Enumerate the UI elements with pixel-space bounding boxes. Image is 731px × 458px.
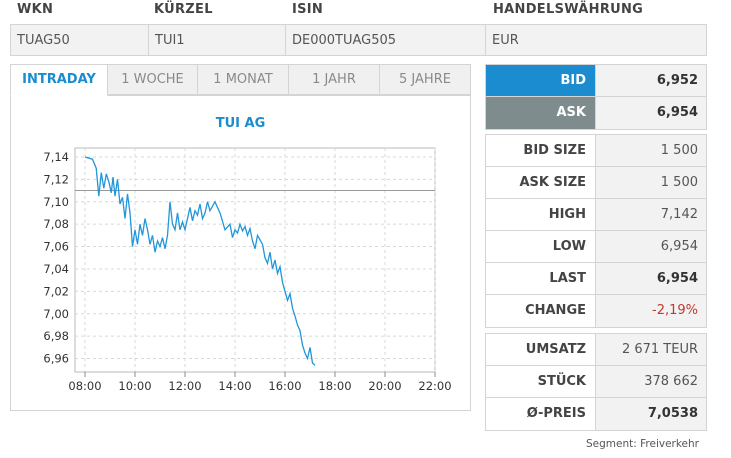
volume-row-avg-price: Ø-PREIS 7,0538 [486, 398, 706, 430]
y-tick-label: 7,02 [43, 284, 69, 298]
volume-value: 378 662 [596, 366, 706, 397]
bid-label: BID [486, 65, 596, 96]
x-tick-label: 08:00 [68, 379, 101, 393]
intraday-chart: 7,14 7,12 7,10 7,08 7,06 7,04 7,02 7,00 6,98 6,96… [43, 147, 452, 393]
stats-table: BID SIZE 1 500 ASK SIZE 1 500 HIGH 7,142… [485, 134, 707, 328]
stat-label: ASK SIZE [486, 167, 596, 198]
y-tick-label: 7,04 [43, 262, 69, 276]
stat-row-last: LAST 6,954 [486, 263, 706, 295]
ask-value: 6,954 [596, 97, 706, 129]
volume-row-umsatz: UMSATZ 2 671 TEUR [486, 334, 706, 366]
y-tick-label: 7,10 [43, 195, 69, 209]
wkn-header: WKN [17, 2, 54, 17]
stat-value: 6,954 [596, 263, 706, 294]
ask-row: ASK 6,954 [486, 97, 706, 129]
stat-row-ask-size: ASK SIZE 1 500 [486, 167, 706, 199]
quote-table: BID 6,952 ASK 6,954 [485, 64, 707, 130]
stat-value: 7,142 [596, 199, 706, 230]
isin-value: DE000TUAG505 [286, 25, 486, 55]
x-tick-label: 14:00 [218, 379, 251, 393]
stat-row-low: LOW 6,954 [486, 231, 706, 263]
bid-row: BID 6,952 [486, 65, 706, 97]
waehrung-value: EUR [492, 33, 519, 48]
y-tick-label: 7,00 [43, 307, 69, 321]
x-tick-label: 16:00 [268, 379, 301, 393]
volume-label: Ø-PREIS [486, 398, 596, 430]
volume-row-stueck: STÜCK 378 662 [486, 366, 706, 398]
stat-value: 1 500 [596, 135, 706, 166]
y-tick-label: 7,06 [43, 240, 69, 254]
y-tick-label: 7,12 [43, 172, 69, 186]
intraday-chart-panel: TUI AG 7,14 7,12 7,10 7,08 7,06 7,04 7,02 7,00 6… [10, 95, 471, 411]
wkn-value: TUAG50 [11, 25, 149, 55]
chart-title: TUI AG [215, 116, 266, 131]
volume-value: 2 671 TEUR [596, 334, 706, 365]
stat-row-change: CHANGE -2,19% [486, 295, 706, 327]
plot-area [74, 147, 436, 373]
y-tick-label: 7,14 [43, 150, 69, 164]
stat-value: 6,954 [596, 231, 706, 262]
stat-value: 1 500 [596, 167, 706, 198]
tab-1-monat[interactable]: 1 MONAT [197, 64, 289, 95]
identifier-row: TUAG50 TUI1 DE000TUAG505 EUR [10, 24, 707, 56]
price-series-line [84, 156, 316, 366]
tab-5-jahre[interactable]: 5 JAHRE [379, 64, 471, 95]
stat-label: BID SIZE [486, 135, 596, 166]
volume-table: UMSATZ 2 671 TEUR STÜCK 378 662 Ø-PREIS … [485, 333, 707, 431]
x-tick-label: 22:00 [418, 379, 451, 393]
stat-label: LAST [486, 263, 596, 294]
timeframe-tabs: INTRADAY 1 WOCHE 1 MONAT 1 JAHR 5 JAHRE [10, 64, 471, 96]
volume-label: STÜCK [486, 366, 596, 397]
stat-label: HIGH [486, 199, 596, 230]
stat-row-bid-size: BID SIZE 1 500 [486, 135, 706, 167]
x-tick-label: 20:00 [368, 379, 401, 393]
y-tick-label: 6,98 [43, 329, 69, 343]
tab-intraday[interactable]: INTRADAY [10, 64, 108, 96]
stat-value: -2,19% [596, 295, 706, 327]
tab-1-jahr[interactable]: 1 JAHR [288, 64, 380, 95]
ask-label: ASK [486, 97, 596, 129]
volume-label: UMSATZ [486, 334, 596, 365]
waehrung-header: HANDELSWÄHRUNG [493, 2, 644, 17]
tab-1-woche[interactable]: 1 WOCHE [107, 64, 198, 95]
bid-value: 6,952 [596, 65, 706, 96]
kuerzel-value: TUI1 [149, 25, 286, 55]
isin-header: ISIN [292, 2, 324, 17]
stat-label: LOW [486, 231, 596, 262]
x-tick-label: 10:00 [118, 379, 151, 393]
x-tick-label: 18:00 [318, 379, 351, 393]
kuerzel-header: KÜRZEL [154, 2, 213, 17]
stat-row-high: HIGH 7,142 [486, 199, 706, 231]
y-tick-label: 6,96 [43, 352, 69, 366]
segment-label: Segment: Freiverkehr [586, 438, 699, 450]
y-tick-label: 7,08 [43, 217, 69, 231]
volume-value: 7,0538 [596, 398, 706, 430]
stat-label: CHANGE [486, 295, 596, 327]
x-tick-label: 12:00 [168, 379, 201, 393]
